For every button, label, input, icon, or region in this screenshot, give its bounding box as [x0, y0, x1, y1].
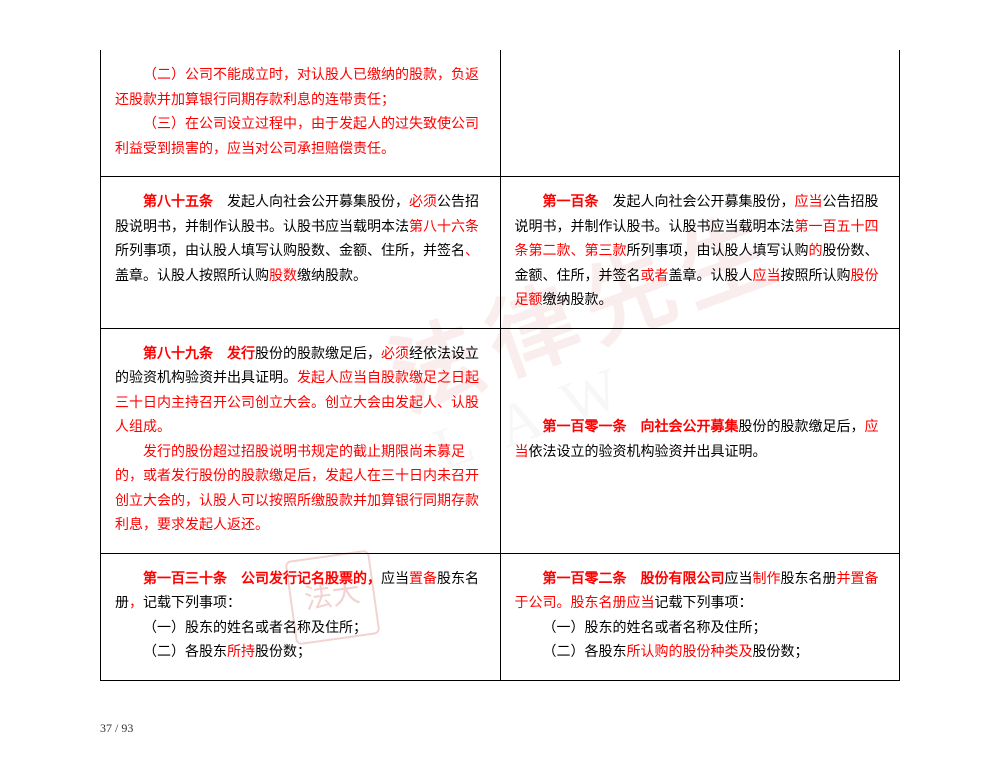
text-line: （二）各股东所持股份数；	[115, 641, 486, 666]
left-cell: 第一百三十条 公司发行记名股票的，应当置备股东名册，记载下列事项：（一）股东的姓…	[101, 553, 501, 680]
page-footer: 37 / 93	[100, 721, 133, 736]
text-line: （一）股东的姓名或者名称及住所；	[115, 617, 486, 642]
text-line: 第一百零一条 向社会公开募集股份的股款缴足后，应当依法设立的验资机构验资并出具证…	[515, 416, 886, 465]
table-row: 第一百三十条 公司发行记名股票的，应当置备股东名册，记载下列事项：（一）股东的姓…	[101, 553, 900, 680]
text-line: 第一百条 发起人向社会公开募集股份，应当公告招股说明书，并制作认股书。认股书应当…	[515, 191, 886, 314]
left-cell: 第八十九条 发行股份的股款缴足后，必须经依法设立的验资机构验资并出具证明。发起人…	[101, 328, 501, 553]
table-row: 第八十九条 发行股份的股款缴足后，必须经依法设立的验资机构验资并出具证明。发起人…	[101, 328, 900, 553]
comparison-table: （二）公司不能成立时，对认股人已缴纳的股款，负返还股款并加算银行同期存款利息的连…	[100, 50, 900, 681]
right-cell	[500, 50, 900, 177]
text-line: （一）股东的姓名或者名称及住所；	[515, 617, 886, 642]
text-line: 第八十五条 发起人向社会公开募集股份，必须公告招股说明书，并制作认股书。认股书应…	[115, 191, 486, 289]
text-line: （三）在公司设立过程中，由于发起人的过失致使公司利益受到损害的，应当对公司承担赔…	[115, 113, 486, 162]
text-line: 发行的股份超过招股说明书规定的截止期限尚未募足的，或者发行股份的股款缴足后，发起…	[115, 441, 486, 539]
left-cell: 第八十五条 发起人向社会公开募集股份，必须公告招股说明书，并制作认股书。认股书应…	[101, 177, 501, 329]
text-line: 第一百三十条 公司发行记名股票的，应当置备股东名册，记载下列事项：	[115, 568, 486, 617]
table-row: 第八十五条 发起人向社会公开募集股份，必须公告招股说明书，并制作认股书。认股书应…	[101, 177, 900, 329]
left-cell: （二）公司不能成立时，对认股人已缴纳的股款，负返还股款并加算银行同期存款利息的连…	[101, 50, 501, 177]
right-cell: 第一百零一条 向社会公开募集股份的股款缴足后，应当依法设立的验资机构验资并出具证…	[500, 328, 900, 553]
text-line: （二）公司不能成立时，对认股人已缴纳的股款，负返还股款并加算银行同期存款利息的连…	[115, 64, 486, 113]
text-line: 第八十九条 发行股份的股款缴足后，必须经依法设立的验资机构验资并出具证明。发起人…	[115, 343, 486, 441]
right-cell: 第一百零二条 股份有限公司应当制作股东名册并置备于公司。股东名册应当记载下列事项…	[500, 553, 900, 680]
right-cell: 第一百条 发起人向社会公开募集股份，应当公告招股说明书，并制作认股书。认股书应当…	[500, 177, 900, 329]
table-row: （二）公司不能成立时，对认股人已缴纳的股款，负返还股款并加算银行同期存款利息的连…	[101, 50, 900, 177]
text-line: （二）各股东所认购的股份种类及股份数；	[515, 641, 886, 666]
text-line: 第一百零二条 股份有限公司应当制作股东名册并置备于公司。股东名册应当记载下列事项…	[515, 568, 886, 617]
